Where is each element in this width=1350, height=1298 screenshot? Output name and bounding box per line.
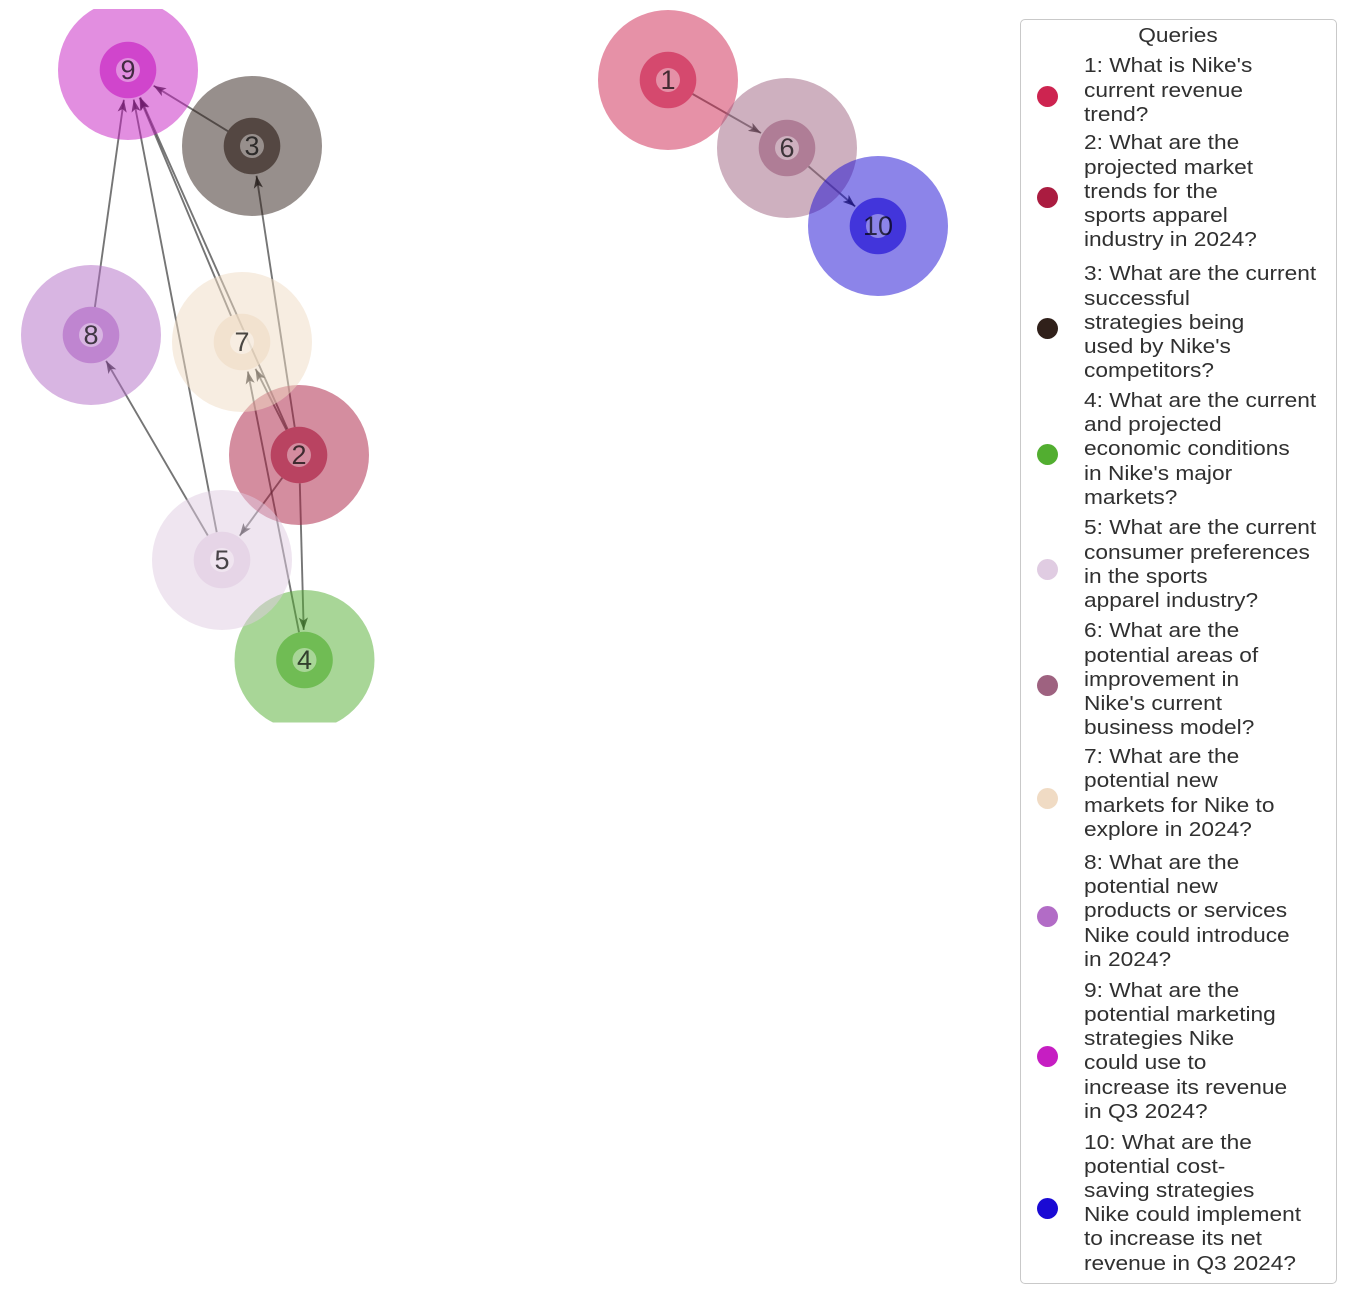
svg-text:7: 7 (234, 327, 249, 357)
svg-text:6: 6 (779, 133, 794, 163)
svg-text:8: 8 (83, 320, 98, 350)
svg-text:3: 3 (244, 131, 259, 161)
svg-text:5: 5 (214, 545, 229, 575)
svg-text:10: 10 (863, 211, 893, 241)
svg-text:4: 4 (297, 645, 312, 675)
svg-text:2: 2 (291, 440, 306, 470)
svg-text:1: 1 (660, 65, 675, 95)
svg-text:9: 9 (120, 55, 135, 85)
